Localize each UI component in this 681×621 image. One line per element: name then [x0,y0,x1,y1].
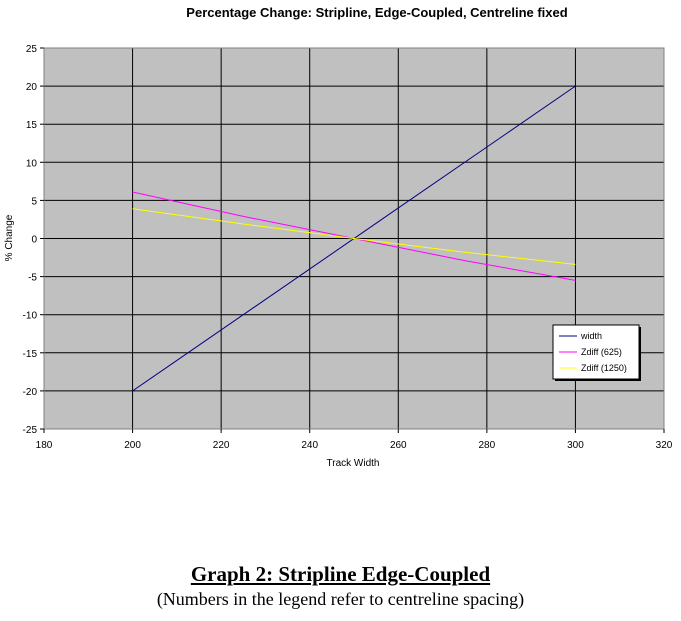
y-tick-label: -20 [23,387,38,398]
y-tick-label: 15 [26,120,38,131]
legend-label: width [580,331,602,341]
y-axis-ticks: 25 20 15 10 5 0 -5 -10 -15 -20 -25 [23,44,44,436]
y-tick-label: -15 [23,349,38,360]
y-tick-label: 5 [31,196,37,207]
x-tick-label: 300 [567,440,584,451]
y-tick-label: -5 [28,273,37,284]
y-tick-label: 20 [26,82,38,93]
caption-title: Graph 2: Stripline Edge-Coupled [190,562,491,586]
x-tick-label: 220 [213,440,230,451]
y-tick-label: 25 [26,44,38,55]
x-tick-label: 240 [301,440,318,451]
y-axis-label: % Change [4,214,15,261]
y-tick-label: 0 [31,235,37,246]
x-axis-label: Track Width [327,458,380,469]
x-tick-label: 180 [36,440,53,451]
x-tick-label: 200 [124,440,141,451]
x-axis-ticks: 180 200 220 240 260 280 300 320 [36,429,673,451]
gridlines [43,47,665,430]
legend-label: Zdiff (625) [581,347,622,357]
y-tick-label: -25 [23,425,38,436]
x-tick-label: 280 [479,440,496,451]
chart: Percentage Change: Stripline, Edge-Coupl… [4,5,673,469]
series-line-2 [132,208,576,265]
x-tick-label: 260 [390,440,407,451]
caption-subtitle: (Numbers in the legend refer to centreli… [156,589,525,609]
legend-label: Zdiff (1250) [581,363,627,373]
legend: width Zdiff (625) Zdiff (1250) [552,324,641,381]
y-tick-label: 10 [26,158,38,169]
y-tick-label: -10 [23,311,38,322]
x-tick-label: 320 [656,440,673,451]
series-layer [132,85,576,392]
chart-title: Percentage Change: Stripline, Edge-Coupl… [186,5,567,20]
